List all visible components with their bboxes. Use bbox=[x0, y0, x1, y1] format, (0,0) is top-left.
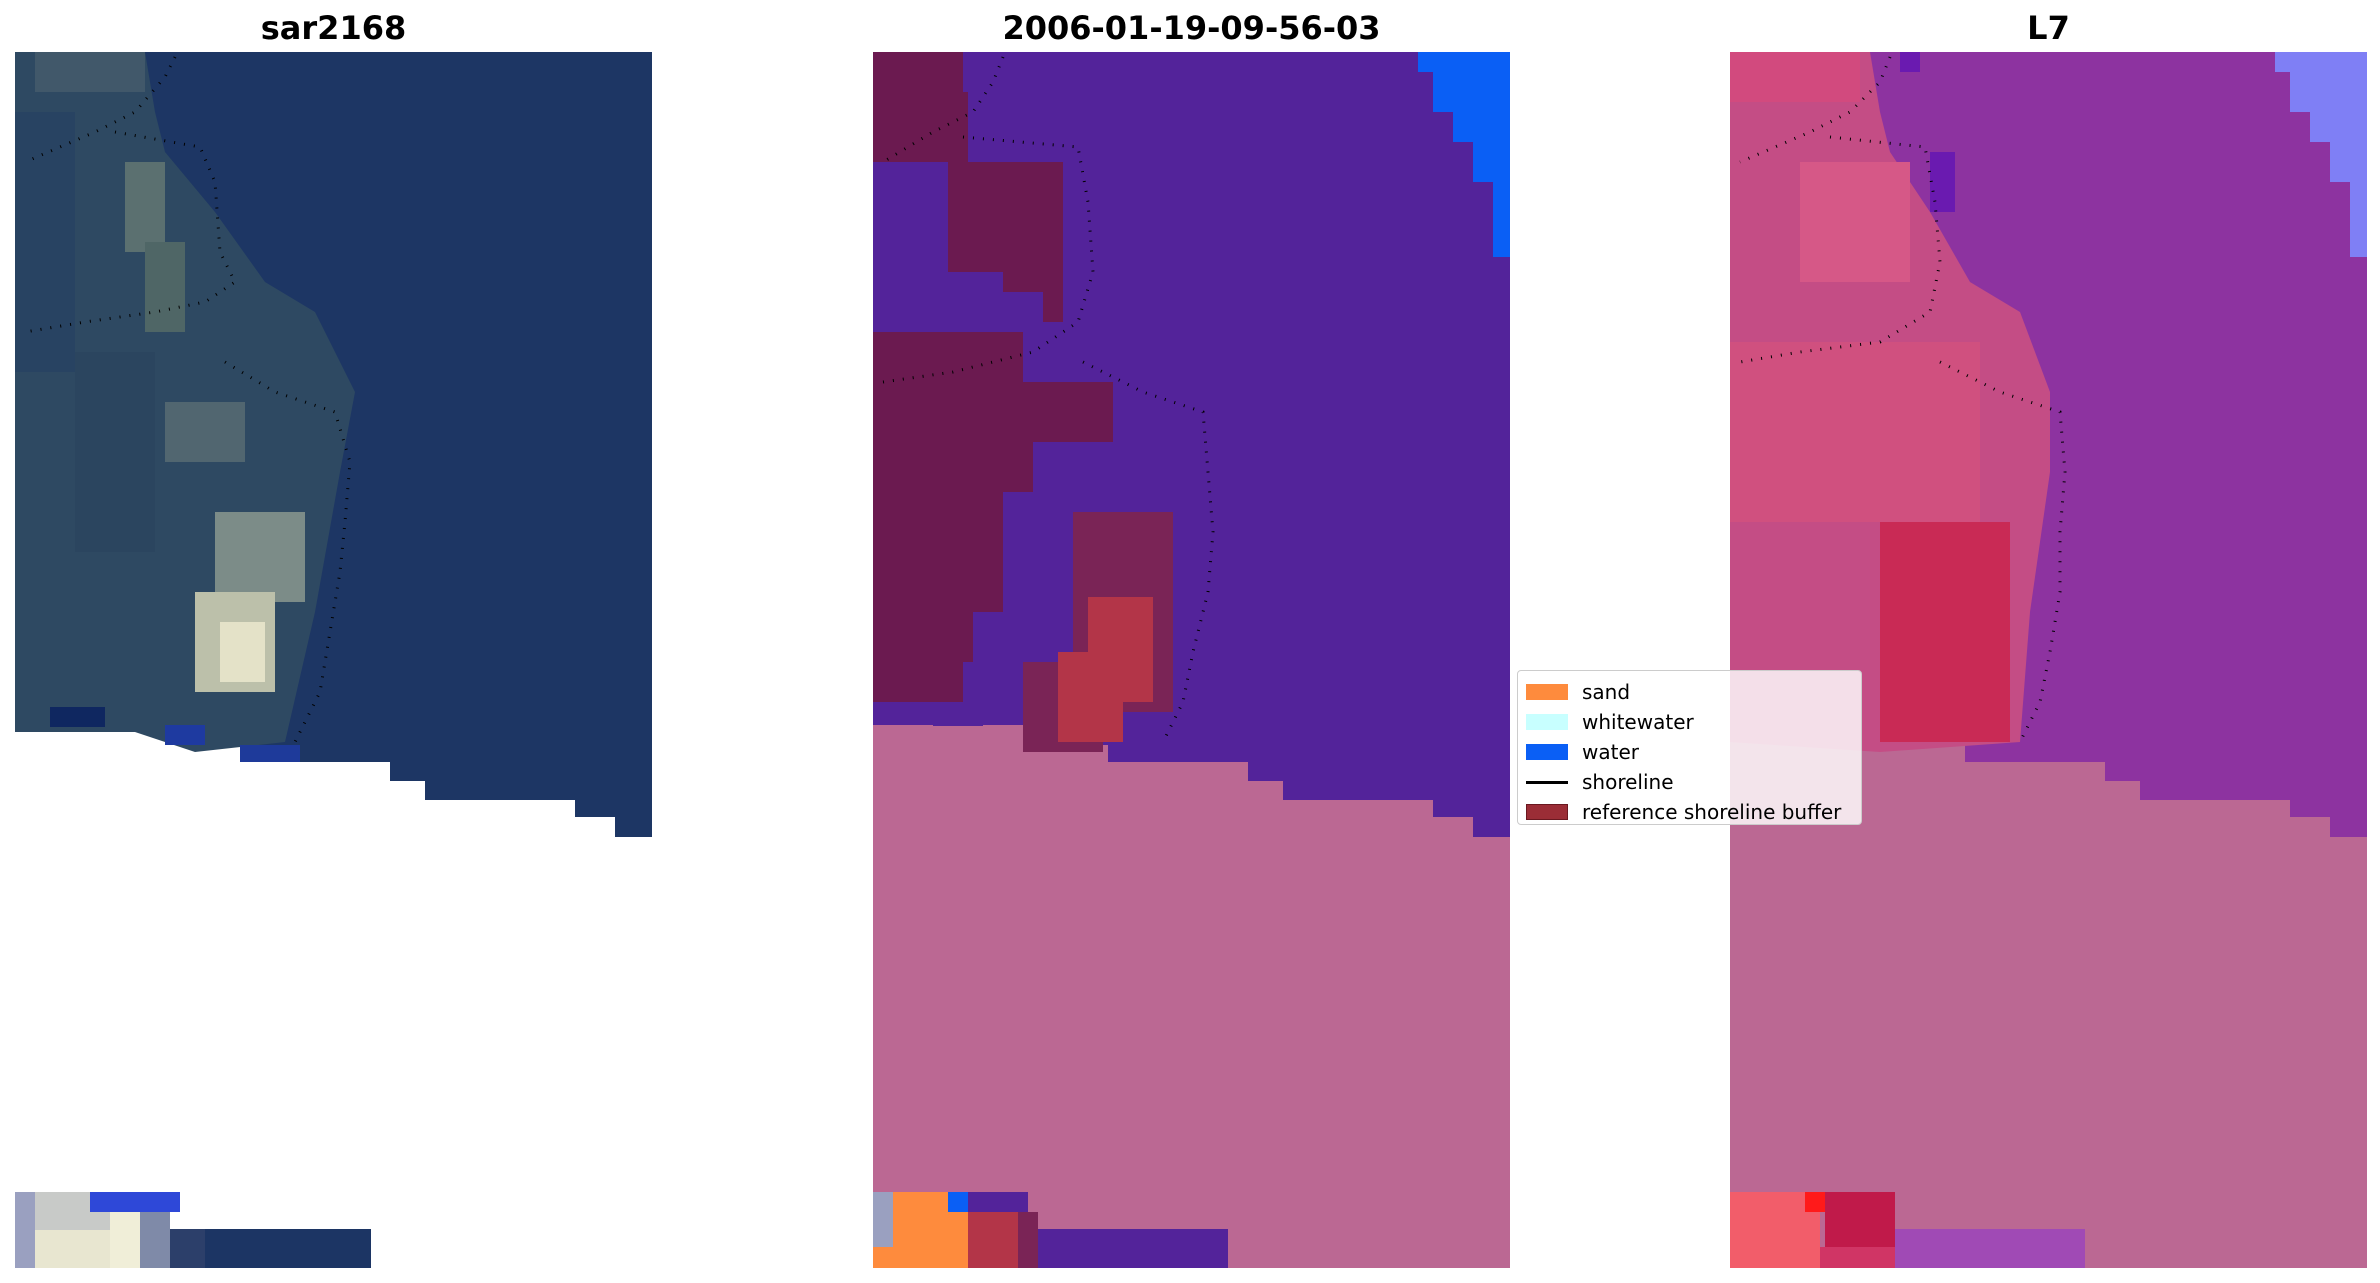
shoreline-line-swatch bbox=[1526, 780, 1568, 784]
panel-title-classification: 2006-01-19-09-56-03 bbox=[1002, 9, 1381, 47]
legend-label-reference-buffer: reference shoreline buffer bbox=[1582, 800, 1842, 824]
legend-label-whitewater: whitewater bbox=[1582, 710, 1694, 734]
rgb-image bbox=[15, 52, 652, 1268]
legend-label-sand: sand bbox=[1582, 680, 1631, 704]
classification-image bbox=[873, 52, 1510, 1268]
sand-swatch bbox=[1526, 684, 1568, 700]
panel-title-mndwi: L7 bbox=[2027, 9, 2070, 47]
mndwi-image bbox=[1730, 52, 2367, 1268]
legend-label-water: water bbox=[1582, 740, 1639, 764]
legend-item-water: water bbox=[1526, 737, 1853, 767]
shoreline-trace bbox=[1739, 56, 2067, 743]
legend-item-whitewater: whitewater bbox=[1526, 707, 1853, 737]
legend: sand whitewater water shoreline referenc… bbox=[1517, 670, 1862, 825]
legend-item-reference-buffer: reference shoreline buffer bbox=[1526, 797, 1853, 827]
shoreline-trace bbox=[882, 56, 1215, 743]
legend-item-shoreline: shoreline bbox=[1526, 767, 1853, 797]
mndwi-panel bbox=[1730, 52, 2367, 1268]
panel-title-rgb: sar2168 bbox=[260, 9, 407, 47]
legend-label-shoreline: shoreline bbox=[1582, 770, 1674, 794]
whitewater-swatch bbox=[1526, 714, 1568, 730]
classification-panel bbox=[873, 52, 1510, 1268]
reference-buffer-swatch bbox=[1526, 804, 1568, 820]
water-swatch bbox=[1526, 744, 1568, 760]
rgb-image-panel bbox=[15, 52, 652, 1268]
legend-item-sand: sand bbox=[1526, 677, 1853, 707]
